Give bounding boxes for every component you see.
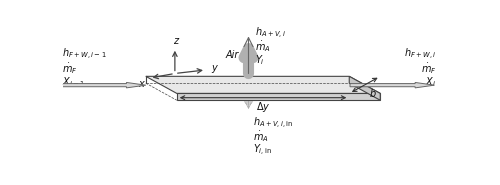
- Text: $h_{F+W,i}$: $h_{F+W,i}$: [404, 47, 436, 62]
- Text: $Y_i$: $Y_i$: [256, 53, 266, 67]
- Text: $X_i$: $X_i$: [426, 75, 436, 89]
- FancyArrow shape: [350, 83, 434, 88]
- Text: $X_{i-1}$: $X_{i-1}$: [62, 75, 86, 89]
- Text: $x$: $x$: [138, 79, 146, 89]
- Text: $b$: $b$: [368, 87, 376, 99]
- Text: $h_{F+W,i-1}$: $h_{F+W,i-1}$: [62, 47, 107, 62]
- Text: $\dot{m}_A$: $\dot{m}_A$: [256, 39, 271, 54]
- Polygon shape: [349, 76, 380, 100]
- Text: $h_{A+V,i,\mathrm{in}}$: $h_{A+V,i,\mathrm{in}}$: [253, 115, 294, 131]
- Text: $\dot{m}_F$: $\dot{m}_F$: [421, 61, 436, 76]
- Text: $Y_{i,\mathrm{in}}$: $Y_{i,\mathrm{in}}$: [253, 143, 272, 158]
- Text: $\Delta y$: $\Delta y$: [256, 100, 270, 114]
- Polygon shape: [146, 76, 380, 93]
- Text: Air: Air: [226, 50, 239, 60]
- Text: $\dot{m}_A$: $\dot{m}_A$: [253, 129, 269, 144]
- FancyArrow shape: [62, 83, 146, 88]
- Polygon shape: [177, 93, 380, 100]
- Text: $z$: $z$: [173, 36, 180, 46]
- Text: $y$: $y$: [210, 63, 218, 75]
- Text: $h_{A+V,i}$: $h_{A+V,i}$: [256, 26, 286, 41]
- Text: $\dot{m}_F$: $\dot{m}_F$: [62, 61, 78, 76]
